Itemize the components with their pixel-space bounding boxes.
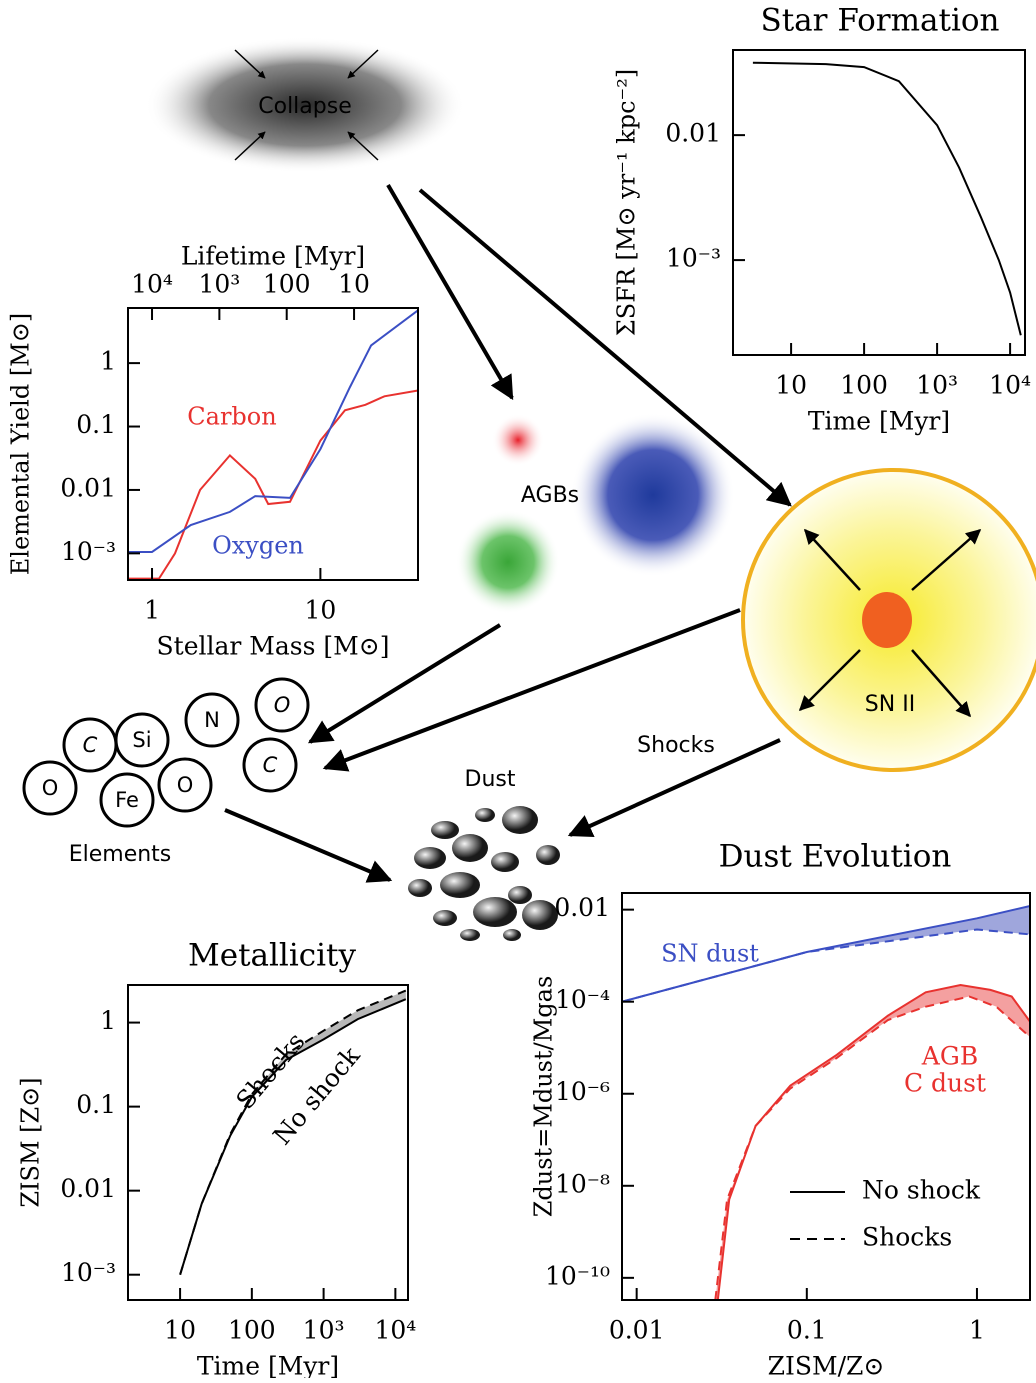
agb-stars (456, 413, 735, 614)
series-label: Carbon (187, 403, 276, 431)
series-line (128, 389, 419, 580)
y-axis-label: Elemental Yield [M⊙] (7, 313, 35, 575)
x-tick-label: 10⁴ (374, 1316, 416, 1345)
agbs-label: AGBs (521, 483, 579, 508)
element-symbol: Si (132, 728, 151, 752)
series-line (716, 983, 1031, 1301)
x2-tick-label: 10³ (198, 270, 240, 299)
element-circle (114, 712, 170, 768)
y-tick-label: 1 (100, 347, 116, 376)
x-tick-label: 1 (969, 1316, 985, 1345)
series-line (179, 998, 407, 1275)
y-tick-label: 10⁻³ (666, 244, 721, 273)
chart-title: Star Formation (760, 3, 999, 39)
x-tick-label: 1 (144, 596, 160, 625)
element-symbol: C (83, 733, 98, 757)
y-axis-label: ZISM [Z⊙] (17, 1077, 45, 1207)
x-tick-label: 10 (164, 1316, 196, 1345)
y-tick-label: 10⁻³ (61, 1258, 116, 1287)
series-line (621, 928, 1031, 1003)
element-symbol: O (177, 773, 194, 797)
element-circle (254, 677, 310, 733)
element-symbol: Fe (115, 788, 139, 812)
x-tick-label: 10 (775, 371, 807, 400)
y-tick-label: 0.01 (665, 119, 721, 148)
x-tick-label: 0.01 (609, 1316, 665, 1345)
supernova (741, 468, 1036, 772)
element-circle (242, 737, 298, 793)
y-tick-label: 1 (100, 1006, 116, 1035)
y-tick-label: 10⁻¹⁰ (545, 1261, 610, 1290)
chart-title: Dust Evolution (719, 839, 952, 875)
plot-frame (127, 307, 419, 581)
element-symbol: O (274, 693, 291, 717)
dust-label: Dust (465, 767, 516, 792)
x-tick-label: 100 (840, 371, 888, 400)
element-symbol: N (204, 708, 220, 732)
element-circle (184, 692, 240, 748)
plot-frame (621, 892, 1031, 1301)
chart-title: Metallicity (188, 938, 357, 974)
y-tick-label: 0.1 (76, 410, 116, 439)
x2-tick-label: 10 (338, 270, 370, 299)
elements-label: Elements (69, 842, 172, 867)
dust-grains (408, 806, 560, 941)
series-label: Oxygen (212, 532, 304, 560)
annotation: AGB (921, 1042, 978, 1071)
flow-arrows (224, 183, 792, 883)
x2-tick-label: 10⁴ (131, 270, 173, 299)
band (622, 906, 1030, 1002)
x-tick-label: 10⁴ (989, 371, 1031, 400)
series-line (714, 995, 1031, 1301)
series-label: SN dust (661, 940, 759, 968)
x-tick-label: 10³ (916, 371, 958, 400)
y-axis-label: Zdust=Mdust/Mgas (530, 976, 558, 1218)
series-line (128, 309, 419, 553)
element-circle (22, 760, 78, 816)
series-line (752, 61, 1022, 336)
x-tick-label: 10³ (303, 1316, 345, 1345)
x-axis-label: Stellar Mass [M⊙] (157, 632, 390, 661)
plot-frame (732, 49, 1026, 356)
element-symbol: O (42, 776, 59, 800)
x2-axis-label: Lifetime [Myr] (181, 242, 365, 271)
element-symbol: C (263, 753, 278, 777)
element-circle (157, 757, 213, 813)
legend-label: No shock (862, 1176, 981, 1205)
x-axis-label: ZISM/Z⊙ (768, 1352, 885, 1379)
y-tick-label: 0.01 (60, 1174, 116, 1203)
y-axis-label: ΣSFR [M⊙ yr⁻¹ kpc⁻²] (613, 69, 641, 336)
chart: 10 100 10³ 10⁴ 10⁻³ 0.01 0.1 1 Metallicity Time [… (17, 938, 417, 1381)
x-tick-label: 100 (228, 1316, 276, 1345)
sn-label: SN II (865, 692, 915, 717)
x2-tick-label: 100 (263, 270, 311, 299)
y-tick-label: 10⁻³ (61, 537, 116, 566)
x-axis-label: Time [Myr] (808, 407, 950, 436)
y-tick-label: 10⁻⁶ (555, 1077, 610, 1106)
collapse-cloud (145, 37, 465, 173)
chart: 10 100 10³ 10⁴ 10⁻³ 0.01 Star Formation Time [M… (613, 3, 1032, 436)
x-tick-label: 0.1 (787, 1316, 827, 1345)
y-tick-label: 0.01 (60, 473, 116, 502)
x-axis-label: Time [Myr] (197, 1352, 339, 1379)
y-tick-label: 10⁻⁴ (555, 985, 610, 1014)
chart: SN dust 0.01 0.1 1 10⁻¹⁰ 10⁻⁸ 10⁻⁶ 10⁻⁴ 0.01 Dust… (530, 839, 1031, 1381)
y-tick-label: 0.1 (76, 1090, 116, 1119)
element-circle (99, 772, 155, 828)
x-tick-label: 10 (304, 596, 336, 625)
legend-label: Shocks (862, 1223, 952, 1252)
annotation: C dust (904, 1069, 986, 1098)
y-tick-label: 0.01 (554, 893, 610, 922)
collapse-label: Collapse (258, 94, 352, 119)
plot-frame (127, 984, 409, 1301)
shocks-label: Shocks (637, 733, 715, 758)
y-tick-label: 10⁻⁸ (555, 1169, 610, 1198)
